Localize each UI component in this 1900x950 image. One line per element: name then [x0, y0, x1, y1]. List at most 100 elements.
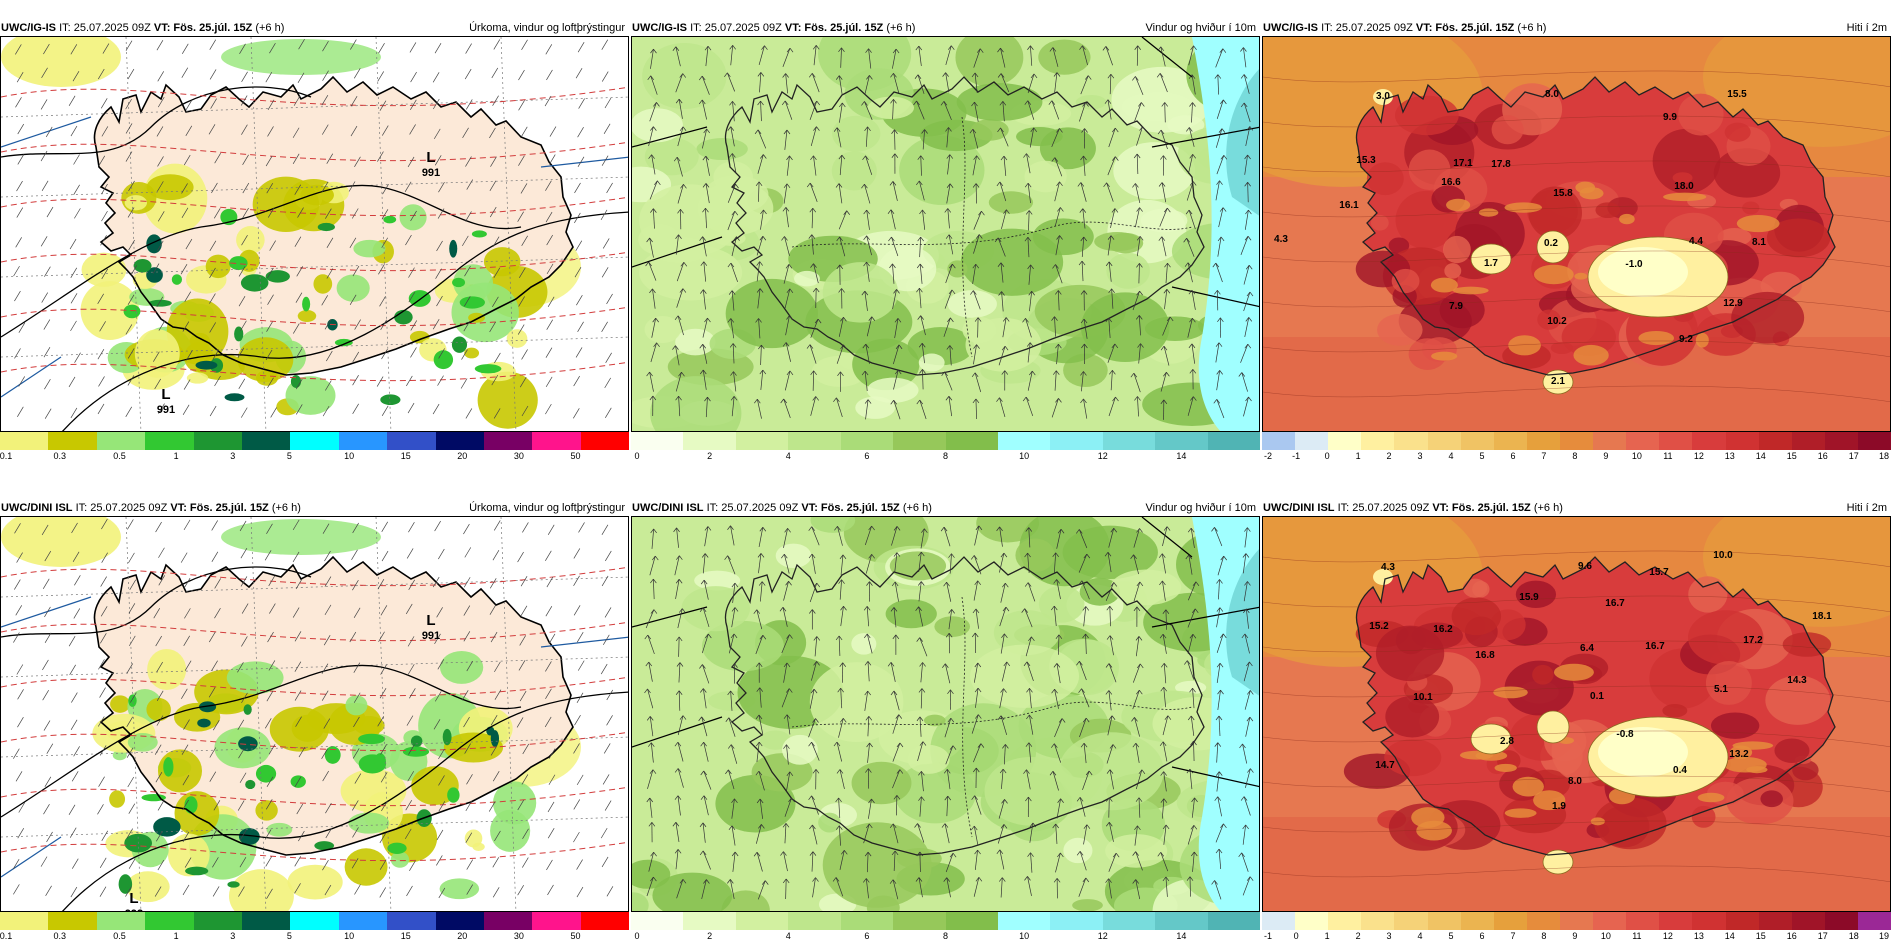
colorbar-tick-label: 10 — [1019, 451, 1030, 461]
temperature-label: 0.2 — [1544, 238, 1558, 249]
colorbar-swatch — [945, 912, 998, 930]
colorbar-swatch — [532, 432, 581, 450]
colorbar-swatch — [1758, 432, 1792, 450]
valid-time: Fös. 25.júl. 15Z — [1435, 22, 1515, 34]
map-svg — [632, 37, 1259, 431]
temperature-label: 17.1 — [1453, 158, 1473, 169]
map-panel-igis-wind: UWC/IG-IS IT: 25.07.2025 09Z VT: Fös. 25… — [631, 0, 1261, 462]
colorbar-tick-label: 7 — [1510, 931, 1516, 941]
colorbar-tick-label: 15 — [1786, 451, 1797, 461]
colorbar-tick-label: 14 — [1724, 931, 1735, 941]
colorbar-tick-label: 5 — [286, 451, 292, 461]
colorbar-swatch — [1460, 432, 1494, 450]
lead-time: (+6 h) — [1517, 22, 1547, 34]
colorbar-swatch — [145, 432, 194, 450]
colorbar-swatch — [1526, 912, 1560, 930]
colorbar-swatch — [1857, 432, 1892, 450]
colorbar-tick-label: 8 — [1541, 931, 1547, 941]
colorbar-tick-label: 6 — [1510, 451, 1516, 461]
temperature-label: 1.9 — [1552, 801, 1566, 812]
colorbar-swatch — [1394, 432, 1428, 450]
init-time: IT: 25.07.2025 09Z — [690, 22, 782, 34]
colorbar-tick-label: 20 — [457, 451, 468, 461]
colorbar-tick-label: 3 — [1417, 451, 1423, 461]
colorbar-legend: -2 -1 0 1 2 3 4 5 6 7 8 9 10 11 12 13 14 15 16 17 18 — [1262, 432, 1892, 462]
colorbar-swatch — [735, 912, 789, 930]
lead-time: (+6 h) — [902, 502, 932, 514]
map-canvas — [631, 516, 1260, 912]
temperature-label: 2.8 — [1500, 736, 1514, 747]
colorbar-swatch — [1427, 432, 1461, 450]
colorbar-swatch — [1559, 432, 1594, 450]
temperature-label: 18.1 — [1812, 611, 1832, 622]
map-canvas — [631, 36, 1260, 432]
temperature-label: 10.2 — [1547, 316, 1567, 327]
colorbar-tick-label: 13 — [1693, 931, 1704, 941]
temperature-label: 8.0 — [1568, 776, 1582, 787]
colorbar-tick-label: 3 — [230, 931, 236, 941]
colorbar-swatch — [0, 432, 49, 450]
valid-label: VT: — [1432, 502, 1449, 514]
colorbar-swatch — [1427, 912, 1461, 930]
colorbar-swatch — [631, 432, 684, 450]
valid-label: VT: — [1415, 22, 1433, 34]
colorbar-tick-label: -1 — [1263, 931, 1273, 941]
model-name: UWC/IG-IS — [1, 22, 56, 34]
panel-title: Hiti í 2m — [1846, 502, 1887, 514]
temperature-label: 2.1 — [1551, 376, 1565, 387]
colorbar-tick-label: 50 — [570, 451, 581, 461]
colorbar-swatch — [1050, 912, 1103, 930]
temperature-label: -0.8 — [1616, 729, 1634, 740]
temperature-label: 18.0 — [1674, 181, 1694, 192]
map-canvas: 4.3 9.6 10.0 15.7 15.9 16.7 15.2 18.1 16.8 6.4 16.… — [1262, 516, 1891, 912]
colorbar-swatch — [840, 432, 894, 450]
colorbar-swatch — [387, 432, 436, 450]
model-name: UWC/DINI ISL — [1263, 502, 1335, 514]
map-svg: 4.3 9.6 10.0 15.7 15.9 16.7 15.2 18.1 16.8 6.4 16.… — [1263, 517, 1890, 911]
run-info: UWC/IG-IS IT: 25.07.2025 09Z VT: Fös. 25… — [1, 21, 284, 35]
colorbar-swatch — [945, 432, 998, 450]
colorbar-swatch — [1824, 432, 1858, 450]
colorbar-tick-label: 0 — [1324, 451, 1330, 461]
temperature-label: 6.4 — [1580, 643, 1594, 654]
temperature-label: 8.1 — [1752, 237, 1766, 248]
colorbar-swatch — [1626, 912, 1660, 930]
temperature-label: 17.2 — [1743, 635, 1763, 646]
colorbar-tick-label: 10 — [1631, 451, 1642, 461]
colorbar-swatch — [788, 912, 841, 930]
pressure-centre-value: 991 — [157, 404, 175, 416]
panel-title: Vindur og hviður í 10m — [1145, 502, 1256, 514]
colorbar-tick-label: 0 — [1293, 931, 1299, 941]
colorbar-swatch — [1526, 432, 1560, 450]
init-time: IT: 25.07.2025 09Z — [1337, 502, 1430, 514]
colorbar-legend: 0 2 4 6 8 10 12 14 — [631, 912, 1261, 942]
lead-time: (+6 h) — [271, 502, 301, 514]
pressure-centre-letter: L — [426, 612, 435, 629]
colorbar-tick-label: 12 — [1097, 451, 1108, 461]
map-panel-dini-wind: UWC/DINI ISL IT: 25.07.2025 09Z VT: Fös.… — [631, 480, 1261, 942]
colorbar-swatch — [48, 912, 97, 930]
colorbar-tick-label: 3 — [230, 451, 236, 461]
pressure-centre-letter: L — [161, 386, 170, 403]
temperature-label: 7.9 — [1449, 301, 1463, 312]
temperature-label: 5.1 — [1714, 684, 1728, 695]
colorbar-tick-label: 10 — [344, 451, 355, 461]
colorbar-tick-label: 8 — [1572, 451, 1578, 461]
colorbar-tick-label: 0.5 — [113, 451, 126, 461]
colorbar-swatch — [48, 432, 97, 450]
temperature-label: 9.6 — [1578, 561, 1592, 572]
model-name: UWC/IG-IS — [1263, 22, 1318, 34]
colorbar-swatch — [1361, 432, 1395, 450]
temperature-label: 0.4 — [1673, 765, 1687, 776]
colorbar-swatch — [1460, 912, 1494, 930]
colorbar-swatch — [1102, 912, 1156, 930]
colorbar-swatches — [0, 912, 630, 930]
valid-time: Fös. 25.júl. 15Z — [189, 502, 269, 514]
temperature-label: 1.7 — [1484, 258, 1498, 269]
colorbar-ticks: -2 -1 0 1 2 3 4 5 6 7 8 9 10 11 12 13 14 15 16 17 18 — [1262, 451, 1891, 462]
colorbar-swatch — [1692, 432, 1726, 450]
valid-time: Fös. 25.júl. 15Z — [173, 22, 253, 34]
panel-header: UWC/DINI ISL IT: 25.07.2025 09Z VT: Fös.… — [1262, 480, 1891, 516]
init-time: IT: 25.07.2025 09Z — [706, 502, 799, 514]
colorbar-tick-label: 50 — [570, 931, 581, 941]
